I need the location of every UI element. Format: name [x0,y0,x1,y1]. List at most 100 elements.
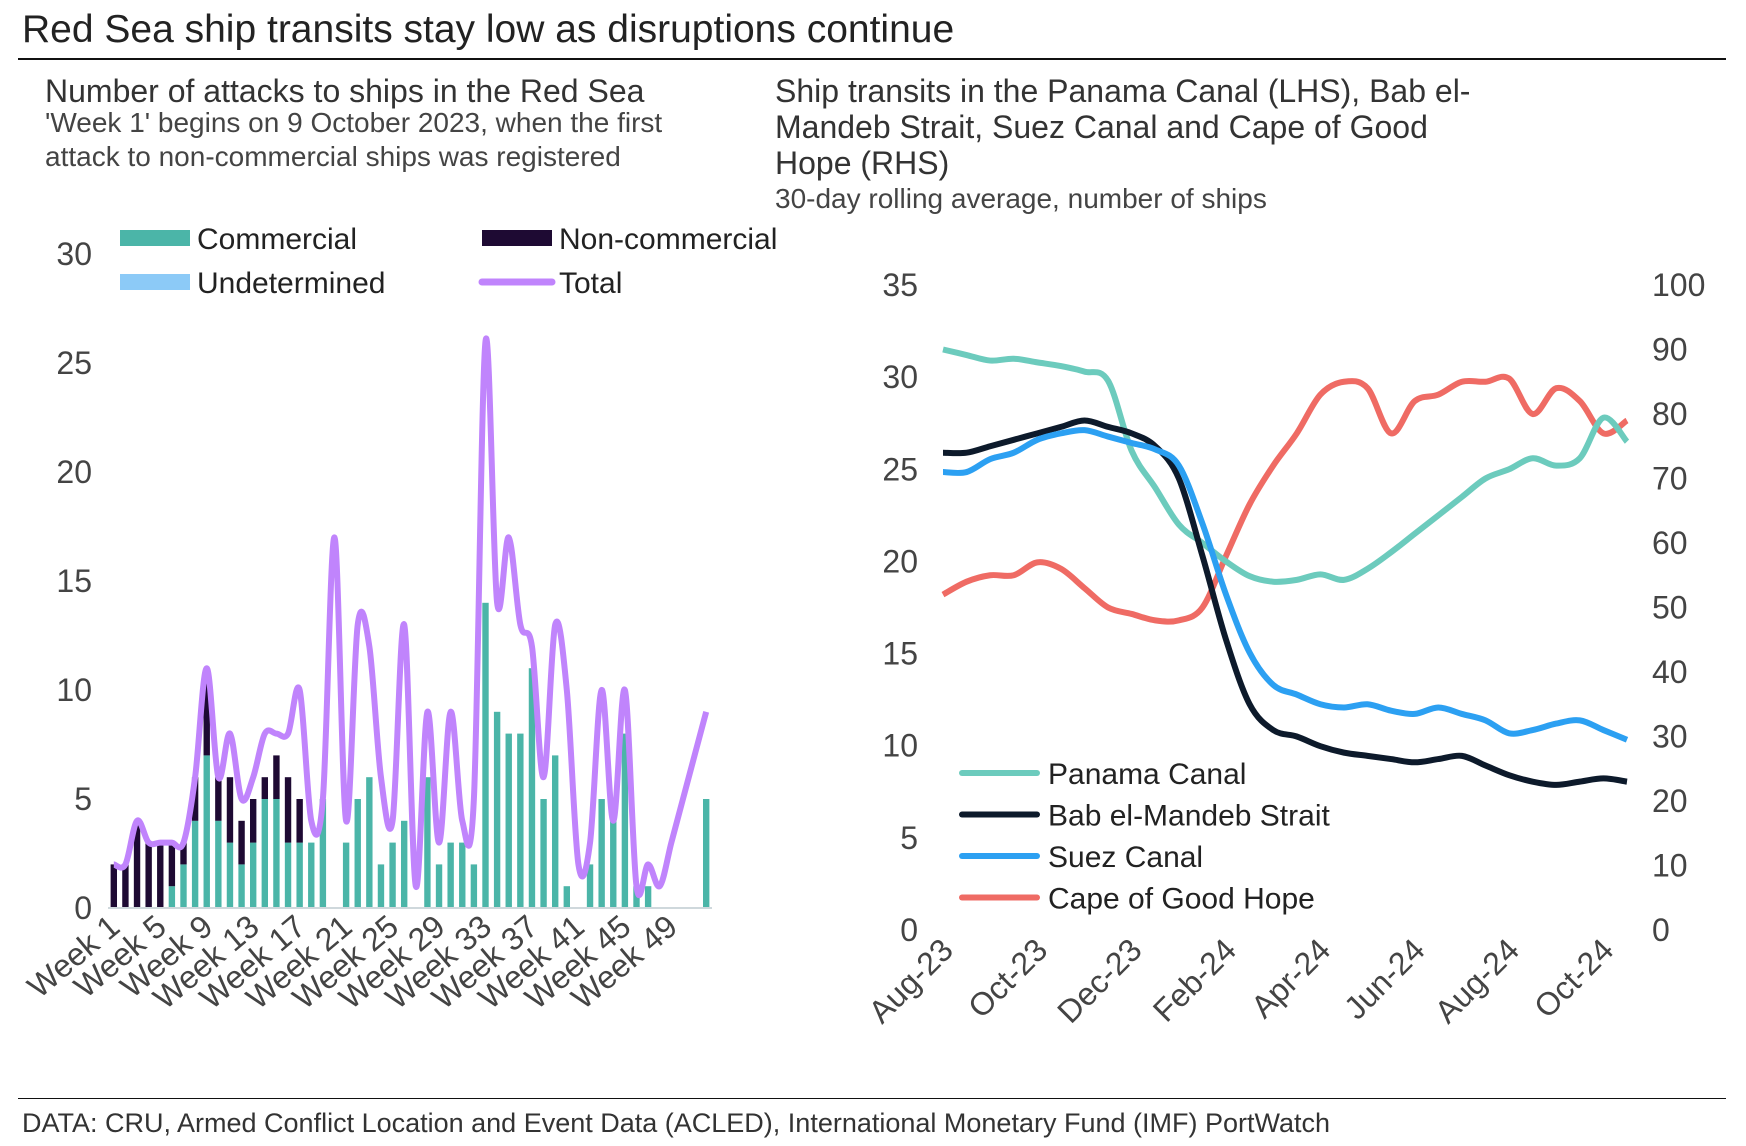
bar-non-commercial [122,864,129,908]
right-rhs-tick-label: 20 [1652,783,1688,819]
bar-non-commercial [133,820,141,908]
bar-non-commercial [191,777,199,821]
bar-commercial [366,777,373,908]
right-lhs-tick-label: 25 [882,451,918,487]
legend-swatch-undetermined [120,274,190,290]
right-rhs-tick-label: 40 [1652,654,1688,690]
bar-commercial [342,842,350,908]
bar-non-commercial [273,755,280,799]
left-y-tick-label: 30 [56,236,92,272]
left-y-tick-label: 15 [56,563,92,599]
right-chart-title-1: Ship transits in the Panama Canal (LHS),… [775,73,1471,109]
legend-label-commercial: Commercial [197,223,357,256]
bar-commercial [377,864,385,908]
legend-label-non-commercial: Non-commercial [559,223,777,256]
legend-label-cape-of-good-hope: Cape of Good Hope [1048,883,1315,916]
bar-commercial [470,864,478,908]
bar-commercial [528,668,536,908]
right-lhs-tick-label: 35 [882,267,918,303]
bar-commercial [563,886,571,908]
right-x-tick-label: Apr-24 [1244,931,1337,1024]
bar-commercial [273,799,280,908]
bar-commercial [551,755,559,908]
bar-commercial [459,842,466,908]
right-rhs-tick-label: 50 [1652,590,1688,626]
bar-commercial [238,864,245,908]
left-y-tick-label: 0 [74,890,92,926]
right-rhs-tick-label: 10 [1652,848,1688,884]
bar-commercial [493,711,501,908]
right-rhs-tick-label: 80 [1652,396,1688,432]
bar-commercial [447,842,454,908]
legend-label-total: Total [559,267,622,300]
right-legend: Panama Canal Bab el-Mandeb Strait Suez Can… [959,758,1330,916]
right-chart-subtitle: 30-day rolling average, number of ships [775,183,1267,214]
bar-non-commercial [157,842,164,908]
left-y-tick-label: 5 [74,781,92,817]
right-chart-title-3: Hope (RHS) [775,145,950,181]
bottom-divider [18,1098,1726,1099]
legend-label-bab-el-mandeb: Bab el-Mandeb Strait [1048,800,1330,833]
bar-commercial [203,755,210,908]
right-rhs-tick-label: 60 [1652,525,1688,561]
left-y-tick-label: 25 [56,345,92,381]
bar-non-commercial [249,799,257,843]
right-lhs-tick-label: 30 [882,359,918,395]
left-legend: Commercial Non-commercial Undetermined T… [120,223,777,300]
right-lhs-tick-label: 10 [882,728,918,764]
bar-commercial [598,799,605,908]
legend-swatch-commercial [120,230,190,246]
bar-non-commercial [180,842,187,865]
transits-line-chart: 0 5 10 15 20 25 30 35 0 10 20 30 40 50 60 70 80 90 100 Au… [862,267,1706,1030]
right-rhs-tick-label: 70 [1652,461,1688,497]
bar-commercial [215,820,222,908]
bar-commercial [226,842,234,908]
source-note: DATA: CRU, Armed Conflict Location and E… [22,1108,1330,1138]
bar-non-commercial [145,842,152,908]
bar-commercial [505,733,512,908]
bar-commercial [586,864,594,908]
bar-commercial [540,799,547,908]
legend-label-suez-canal: Suez Canal [1048,841,1203,874]
left-chart-subtitle-1: 'Week 1' begins on 9 October 2023, when … [45,107,663,138]
right-rhs-tick-label: 100 [1652,267,1705,303]
bar-commercial [644,886,652,908]
right-x-tick-label: Dec-23 [1050,931,1148,1029]
right-rhs-tick-label: 30 [1652,719,1688,755]
bab-el-mandeb-line [942,417,1628,788]
bar-commercial [633,886,640,908]
bar-commercial [354,799,361,908]
bar-non-commercial [284,777,292,843]
bar-commercial [400,820,408,908]
bar-non-commercial [168,842,176,887]
right-x-tick-label: Oct-24 [1527,931,1620,1024]
right-lhs-tick-label: 5 [900,820,918,856]
bar-commercial [517,733,524,908]
bar-commercial [308,842,315,908]
left-chart-title: Number of attacks to ships in the Red Se… [45,73,645,109]
bar-non-commercial [296,799,303,843]
right-lhs-tick-label: 15 [882,636,918,672]
bar-commercial [249,842,257,908]
legend-label-panama-canal: Panama Canal [1048,758,1246,791]
bar-commercial [621,733,629,908]
right-x-tick-label: Feb-24 [1146,931,1243,1028]
bar-commercial [610,820,617,908]
cape-of-good-hope-line [941,373,1629,625]
bar-non-commercial [215,777,222,821]
left-y-tick-label: 10 [56,672,92,708]
bar-commercial [435,864,443,908]
right-x-tick-label: Jun-24 [1337,931,1432,1026]
bar-commercial [702,799,710,908]
bar-commercial [261,799,269,908]
right-lhs-tick-label: 0 [900,912,918,948]
bar-non-commercial [261,777,269,799]
suez-canal-line [942,427,1629,743]
bar-commercial [424,777,431,908]
bar-commercial [284,842,292,908]
bar-non-commercial [238,820,245,865]
bar-non-commercial [226,777,234,843]
legend-swatch-non-commercial [482,230,552,246]
right-rhs-tick-label: 90 [1652,332,1688,368]
